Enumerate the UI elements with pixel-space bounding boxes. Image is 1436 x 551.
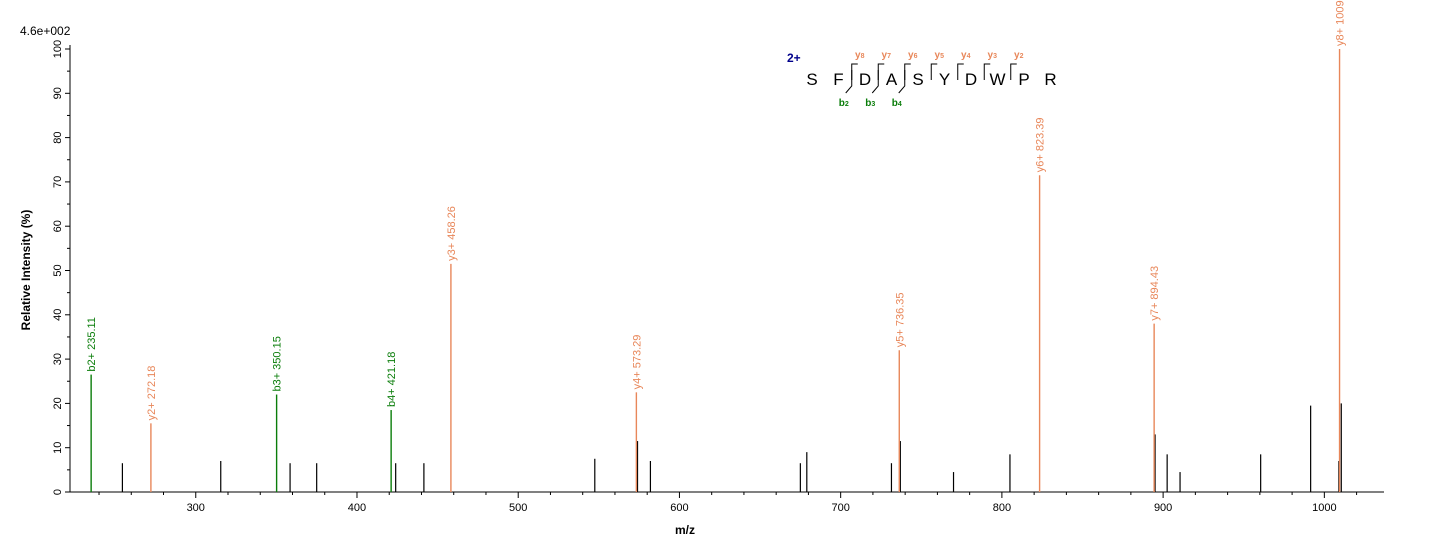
sequence-residue: D bbox=[965, 70, 977, 89]
y-tick-label: 0 bbox=[52, 489, 64, 495]
x-tick-label: 600 bbox=[670, 502, 688, 514]
x-tick-label: 500 bbox=[509, 502, 527, 514]
sequence-residue: S bbox=[912, 70, 923, 89]
x-axis-title: m/z bbox=[675, 523, 695, 537]
y-fragment-label: y2 bbox=[1014, 50, 1024, 61]
b-cleavage-bracket bbox=[845, 70, 853, 94]
y-tick-label: 90 bbox=[52, 87, 64, 99]
y-tick-label: 100 bbox=[52, 40, 64, 58]
y-cleavage-bracket bbox=[877, 63, 885, 80]
charge-state-label: 2+ bbox=[787, 51, 801, 65]
y-tick-label: 60 bbox=[52, 220, 64, 232]
y-tick-label: 30 bbox=[52, 353, 64, 365]
y-tick-label: 80 bbox=[52, 131, 64, 143]
peak-label: b3+ 350.15 bbox=[272, 336, 284, 391]
y-axis-title: Relative Intensity (%) bbox=[19, 210, 33, 331]
sequence-residue: D bbox=[859, 70, 871, 89]
peak-label: b2+ 235.11 bbox=[86, 317, 98, 372]
b-cleavage-bracket bbox=[871, 70, 879, 94]
y-tick-label: 40 bbox=[52, 309, 64, 321]
sequence-residue: A bbox=[886, 70, 898, 89]
axes: 0 10 20 30 40 50 60 70 80 90 100 300 400 500 600 700 800… bbox=[52, 40, 1384, 514]
x-tick-label: 1000 bbox=[1312, 502, 1336, 514]
peak-label: y4+ 573.29 bbox=[631, 335, 643, 390]
y-cleavage-bracket bbox=[904, 63, 911, 80]
peak-label: y2+ 272.18 bbox=[146, 366, 158, 421]
b-cleavage-bracket bbox=[898, 70, 906, 94]
sequence-residue: P bbox=[1018, 70, 1029, 89]
peak-label: y7+ 894.43 bbox=[1149, 266, 1161, 321]
y-cleavage-bracket bbox=[983, 63, 991, 80]
sequence-residue: W bbox=[989, 70, 1005, 89]
y-fragment-label: y4 bbox=[961, 50, 971, 61]
y-fragment-label: y5 bbox=[935, 50, 945, 61]
y-fragment-label: y7 bbox=[882, 50, 892, 61]
y-cleavage-bracket bbox=[1010, 63, 1017, 80]
peak-label: b4+ 421.18 bbox=[386, 352, 398, 407]
x-tick-label: 800 bbox=[993, 502, 1011, 514]
sequence-residue: Y bbox=[939, 70, 950, 89]
y-tick-label: 70 bbox=[52, 176, 64, 188]
peak-label: y8+ 1009.43 bbox=[1335, 0, 1347, 46]
b-fragment-label: b4 bbox=[892, 98, 902, 109]
sequence-residue: S bbox=[806, 70, 817, 89]
intensity-scale-label: 4.6e+002 bbox=[20, 24, 71, 38]
sequence-residue: R bbox=[1044, 70, 1056, 89]
peak-label: y5+ 736.35 bbox=[894, 292, 906, 347]
y-tick-label: 50 bbox=[52, 264, 64, 276]
y-fragment-label: y6 bbox=[908, 50, 918, 61]
b-fragment-label: b3 bbox=[865, 98, 875, 109]
peak-label: y6+ 823.39 bbox=[1035, 118, 1047, 173]
sequence-residue: F bbox=[833, 70, 843, 89]
x-tick-label: 900 bbox=[1154, 502, 1172, 514]
peak-label: y3+ 458.26 bbox=[446, 206, 458, 261]
peak-labels: b2+ 235.11 y2+ 272.18 b3+ 350.15 b4+ 421.18… bbox=[86, 0, 1346, 420]
x-tick-label: 700 bbox=[831, 502, 849, 514]
y-cleavage-bracket bbox=[957, 63, 964, 80]
y-tick-label: 20 bbox=[52, 397, 64, 409]
y-cleavage-bracket bbox=[851, 63, 858, 80]
y-fragment-label: y8 bbox=[855, 50, 865, 61]
x-tick-label: 400 bbox=[348, 502, 366, 514]
peaks bbox=[90, 49, 1342, 492]
y-fragment-label: y3 bbox=[988, 50, 998, 61]
y-tick-label: 10 bbox=[52, 442, 64, 454]
b-fragment-label: b2 bbox=[839, 98, 849, 109]
x-tick-label: 300 bbox=[187, 502, 205, 514]
y-cleavage-bracket bbox=[930, 63, 938, 80]
